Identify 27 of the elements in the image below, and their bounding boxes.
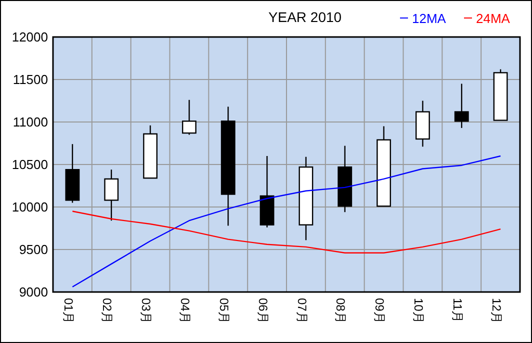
y-tick-label: 10000 [12,200,48,215]
x-tick-label: 11月 [450,298,464,322]
y-tick-label: 11000 [12,114,48,130]
x-tick-label: 05月 [216,298,231,324]
legend-label: 24MA [476,11,510,26]
chart-title: YEAR 2010 [268,9,342,25]
y-tick-label: 9000 [19,284,48,300]
line-series [72,155,502,288]
y-tick-label: 12000 [12,30,48,45]
x-tick-label: 10月 [412,298,426,324]
candlestick [104,169,119,222]
y-tick-label: 10500 [12,157,48,172]
x-tick-label: 07月 [294,298,309,324]
candlestick [182,99,196,136]
x-tick-label: 04月 [178,298,192,324]
x-tick-label: 02月 [100,298,114,324]
x-tick-label: 08月 [334,298,348,324]
line-series [72,210,502,254]
y-tick-label: 11500 [12,72,48,88]
x-tick-label: 06月 [256,298,270,324]
x-tick-label: 12月 [489,298,504,324]
y-tick-label: 9500 [19,242,48,258]
candlestick [454,83,469,129]
x-tick-label: 09月 [372,298,387,324]
x-tick-label: 01月 [61,298,76,324]
x-tick-label: 03月 [139,298,154,324]
legend-label: 12MA [412,11,446,26]
